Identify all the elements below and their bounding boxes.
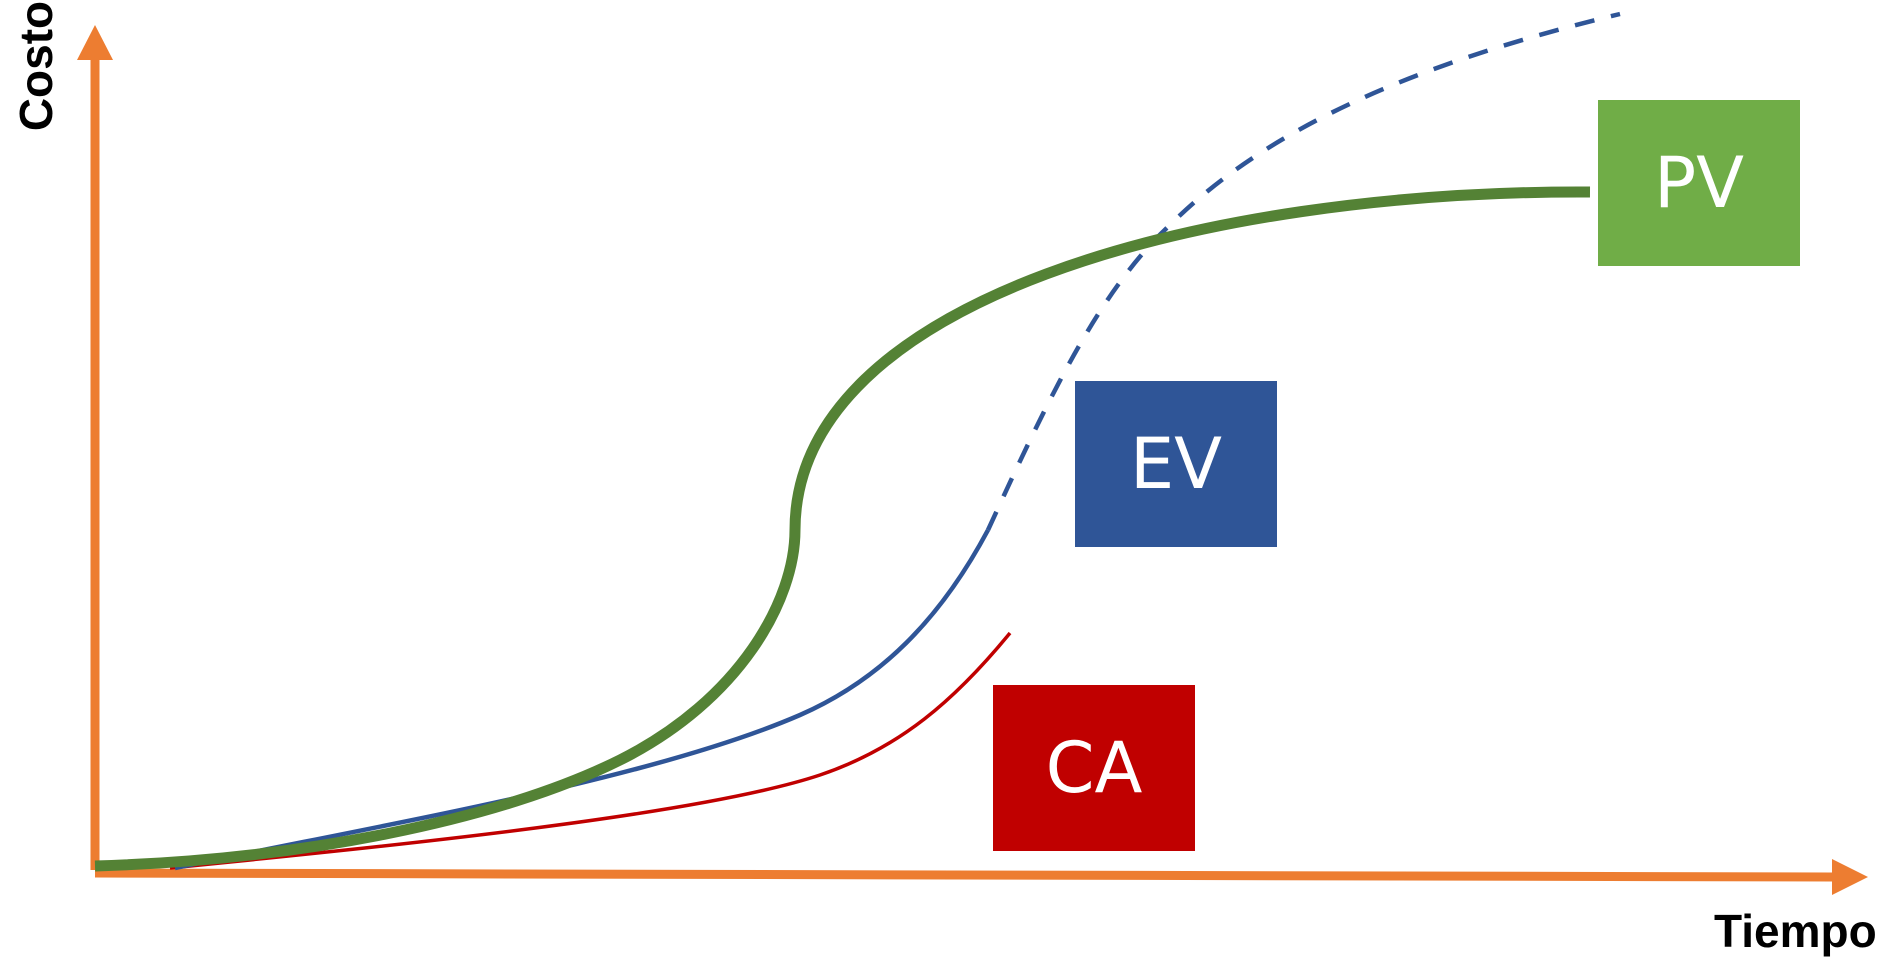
ev-curve-actual xyxy=(174,528,990,871)
y-axis-arrowhead xyxy=(77,25,113,60)
ca-label-text: CA xyxy=(1045,727,1143,809)
x-axis-title: Tiempo xyxy=(1714,905,1877,957)
x-axis-line xyxy=(94,868,1833,882)
ev-label-text: EV xyxy=(1129,423,1223,505)
y-axis-title: Costo xyxy=(10,0,62,132)
ev-label-box: EV xyxy=(1075,381,1277,547)
ca-label-box: CA xyxy=(993,685,1195,851)
x-axis-arrowhead xyxy=(1832,859,1868,895)
ev-curve-forecast xyxy=(985,11,1621,531)
ca-curve xyxy=(169,631,1012,870)
pv-label-text: PV xyxy=(1653,142,1745,224)
pv-label-box: PV xyxy=(1598,100,1800,266)
pv-curve xyxy=(94,186,1591,872)
